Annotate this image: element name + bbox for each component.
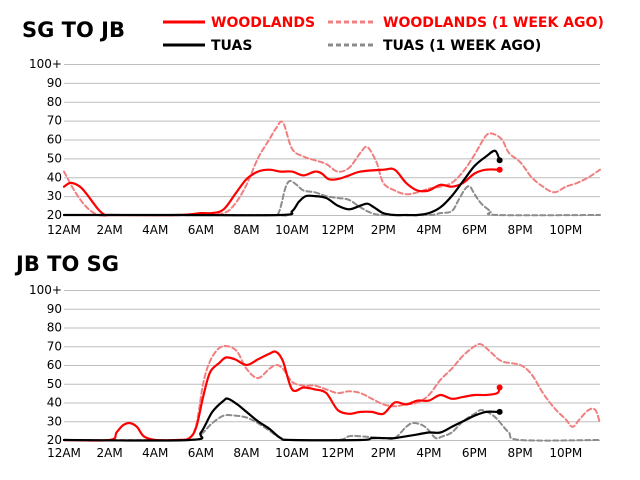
x-tick-label: 12PM bbox=[321, 446, 354, 460]
y-tick-label: 50 bbox=[47, 151, 62, 165]
y-tick-label: 40 bbox=[47, 170, 62, 184]
legend-label-tuas: TUAS bbox=[211, 38, 252, 54]
series-line bbox=[62, 350, 501, 442]
series-end-marker bbox=[496, 408, 503, 415]
series-end-marker bbox=[496, 157, 503, 164]
legend: WOODLANDS WOODLANDS (1 WEEK AGO) TUAS TU… bbox=[163, 15, 604, 54]
x-tick-label: 2AM bbox=[97, 446, 123, 460]
y-tick-label: 80 bbox=[47, 95, 62, 109]
y-tick-label: 20 bbox=[47, 208, 62, 222]
x-tick-label: 4AM bbox=[142, 223, 168, 237]
x-tick-label: 8AM bbox=[233, 223, 259, 237]
x-tick-label: 8AM bbox=[233, 446, 259, 460]
x-tick-label: 6PM bbox=[462, 446, 487, 460]
x-tick-label: 10AM bbox=[275, 446, 309, 460]
series-line bbox=[63, 343, 601, 442]
x-tick-label: 12AM bbox=[47, 446, 81, 460]
x-tick-label: 12PM bbox=[321, 223, 354, 237]
x-tick-label: 4PM bbox=[416, 223, 441, 237]
y-tick-label: 40 bbox=[47, 396, 62, 410]
x-tick-label: 10PM bbox=[549, 446, 582, 460]
x-tick-label: 10PM bbox=[549, 223, 582, 237]
x-tick-label: 8PM bbox=[508, 446, 533, 460]
y-tick-label: 100+ bbox=[29, 57, 62, 71]
x-tick-label: 12AM bbox=[47, 223, 81, 237]
x-tick-label: 4AM bbox=[142, 446, 168, 460]
x-tick-label: 2PM bbox=[371, 446, 396, 460]
x-tick-label: 6AM bbox=[188, 223, 214, 237]
x-tick-label: 2PM bbox=[371, 223, 396, 237]
y-tick-label: 60 bbox=[47, 133, 62, 147]
series-line bbox=[62, 149, 501, 217]
legend-label-tuas-prev: TUAS (1 WEEK AGO) bbox=[383, 38, 541, 54]
series-line bbox=[63, 179, 601, 217]
legend-label-woodlands: WOODLANDS bbox=[211, 15, 315, 31]
legend-label-woodlands-prev: WOODLANDS (1 WEEK AGO) bbox=[383, 15, 604, 31]
x-tick-label: 4PM bbox=[416, 446, 441, 460]
series-end-marker bbox=[496, 384, 503, 391]
y-tick-label: 70 bbox=[47, 114, 62, 128]
y-tick-label: 100+ bbox=[29, 283, 62, 297]
chart-title: SG TO JB bbox=[22, 18, 125, 42]
x-tick-label: 6PM bbox=[462, 223, 487, 237]
x-tick-label: 10AM bbox=[275, 223, 309, 237]
chart-title: JB TO SG bbox=[14, 252, 119, 276]
series-line bbox=[63, 120, 601, 217]
series-line bbox=[62, 397, 501, 442]
chart-2: JB TO SG 20 30 40 50 60 70 80 90 100+ 12AM 2AM 4AM 6A… bbox=[14, 252, 601, 460]
chart-1: SG TO JB 20 30 40 50 60 70 80 90 100+ 12AM 2AM 4AM 6A… bbox=[22, 18, 601, 237]
y-tick-label: 20 bbox=[47, 433, 62, 447]
series-line bbox=[62, 167, 501, 217]
y-tick-label: 70 bbox=[47, 339, 62, 353]
x-tick-label: 6AM bbox=[188, 446, 214, 460]
series-end-marker bbox=[496, 166, 503, 173]
x-tick-label: 8PM bbox=[508, 223, 533, 237]
y-tick-label: 30 bbox=[47, 414, 62, 428]
y-tick-label: 60 bbox=[47, 358, 62, 372]
y-tick-label: 50 bbox=[47, 377, 62, 391]
x-tick-label: 2AM bbox=[97, 223, 123, 237]
y-tick-label: 80 bbox=[47, 321, 62, 335]
series-line bbox=[63, 409, 601, 442]
y-tick-label: 90 bbox=[47, 76, 62, 90]
y-tick-label: 90 bbox=[47, 302, 62, 316]
y-tick-label: 30 bbox=[47, 189, 62, 203]
